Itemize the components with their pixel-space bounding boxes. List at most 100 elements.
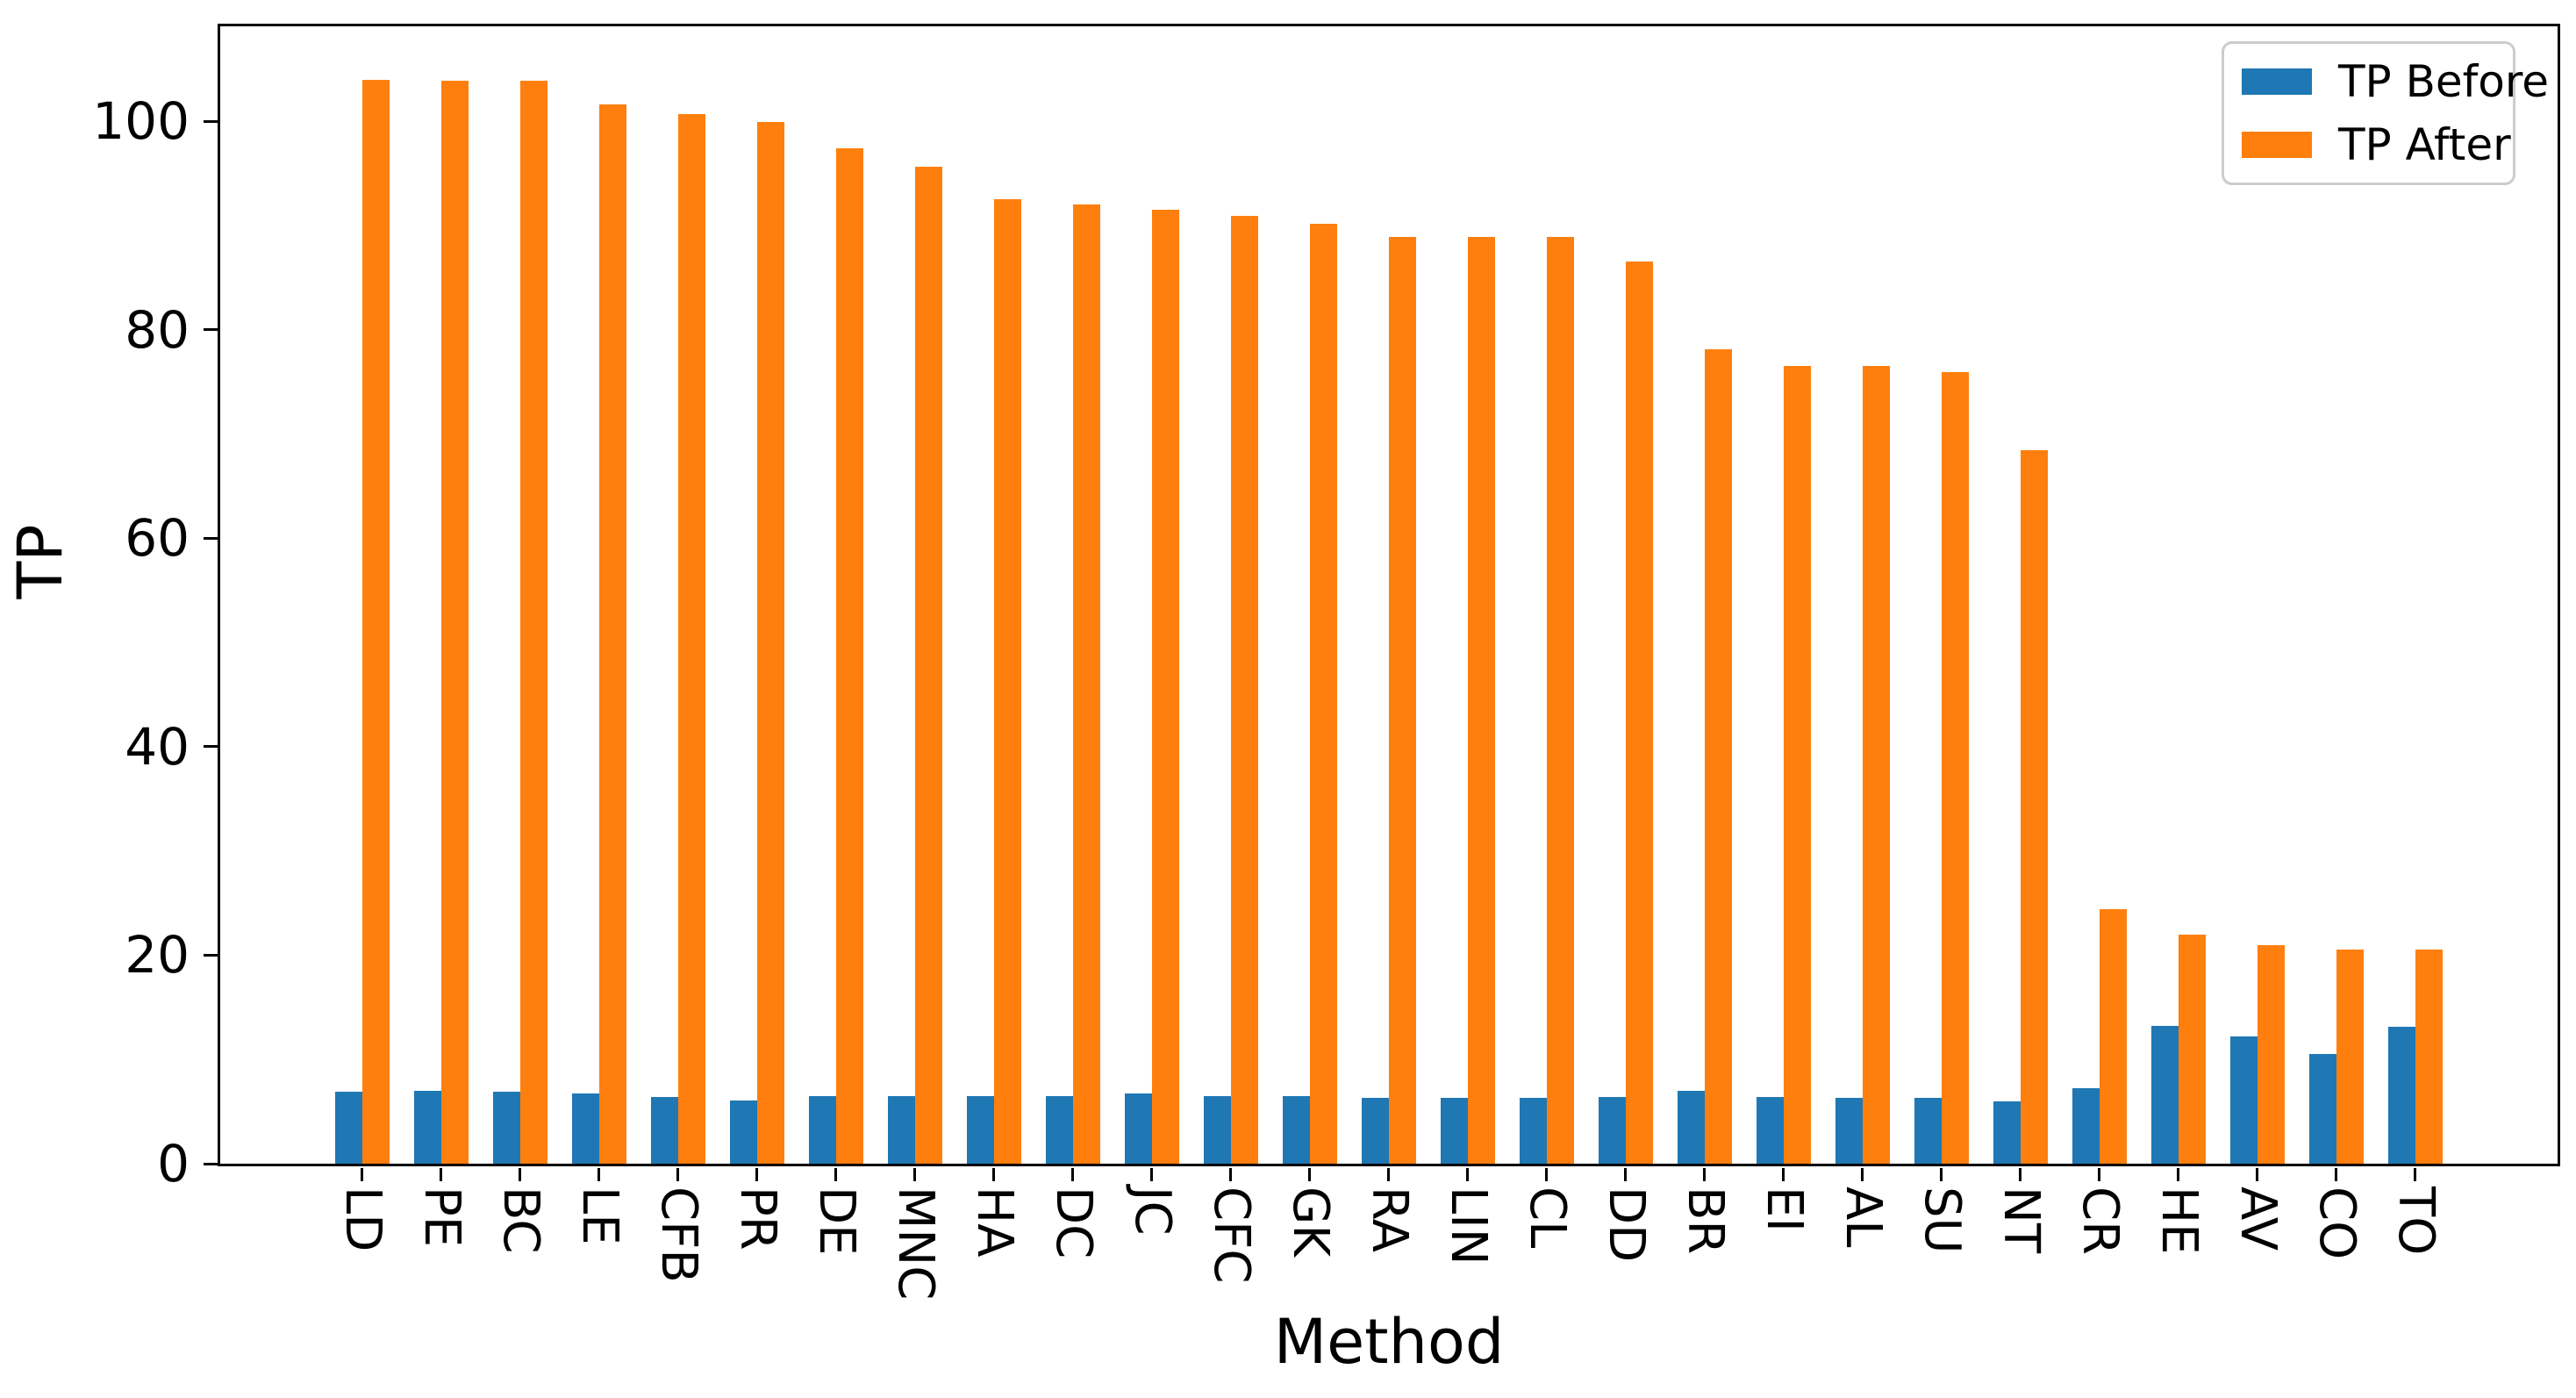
x-tick-mark xyxy=(1150,1168,1153,1181)
x-tick-mark xyxy=(676,1168,679,1181)
x-tick-label-DE: DE xyxy=(808,1187,865,1256)
tp-after-bar-CFB xyxy=(678,113,705,1164)
x-tick-mark xyxy=(913,1168,916,1181)
tp-after-bar-GK xyxy=(1310,223,1337,1164)
tp-after-bar-LIN xyxy=(1468,236,1495,1164)
x-tick-label-CL: CL xyxy=(1519,1187,1576,1249)
tp-after-bar-BR xyxy=(1705,349,1732,1164)
tp-before-bar-RA xyxy=(1362,1098,1389,1164)
legend-swatch-tp-before xyxy=(2242,68,2312,95)
y-tick-mark xyxy=(204,536,218,540)
x-tick-label-HA: HA xyxy=(966,1187,1023,1258)
x-tick-label-GK: GK xyxy=(1282,1187,1339,1258)
x-tick-label-RA: RA xyxy=(1361,1187,1418,1252)
bar-group-DE: DE xyxy=(797,26,876,1256)
bar-group-AL: AL xyxy=(1823,26,1902,1248)
tp-after-bar-DE xyxy=(836,147,863,1164)
bar-group-PR: PR xyxy=(718,26,797,1251)
x-tick-mark xyxy=(1940,1168,1943,1181)
x-tick-mark xyxy=(1308,1168,1311,1181)
tp-after-bar-LD xyxy=(362,79,390,1164)
y-tick-mark xyxy=(204,1162,218,1165)
bar-group-GK: GK xyxy=(1270,26,1349,1257)
tp-before-bar-CL xyxy=(1520,1098,1547,1164)
x-tick-mark xyxy=(755,1168,758,1181)
bar-group-BR: BR xyxy=(1665,26,1744,1254)
tp-before-bar-LIN xyxy=(1441,1098,1468,1164)
x-tick-label-NT: NT xyxy=(1993,1187,2050,1254)
legend: TP Before TP After xyxy=(2222,41,2549,185)
bar-group-HA: HA xyxy=(955,26,1034,1257)
x-tick-mark xyxy=(992,1168,995,1181)
tp-before-bar-HE xyxy=(2151,1026,2179,1164)
bar-group-HE: HE xyxy=(2139,26,2218,1255)
tp-before-bar-PE xyxy=(414,1090,441,1164)
tp-after-bar-HA xyxy=(994,199,1021,1164)
tp-after-bar-HE xyxy=(2179,934,2206,1164)
bar-group-RA: RA xyxy=(1349,26,1428,1252)
x-tick-label-CFC: CFC xyxy=(1203,1187,1260,1284)
y-tick-mark xyxy=(204,119,218,123)
x-tick-mark xyxy=(597,1168,600,1181)
tp-before-bar-MNC xyxy=(888,1095,915,1164)
bar-group-MNC: MNC xyxy=(876,26,955,1300)
x-tick-mark xyxy=(2098,1168,2100,1181)
tp-after-bar-TO xyxy=(2415,950,2443,1164)
x-tick-mark xyxy=(1782,1168,1785,1181)
x-tick-mark xyxy=(834,1168,837,1181)
legend-item-tp-after: TP After xyxy=(2242,123,2511,167)
x-tick-label-LE: LE xyxy=(571,1187,628,1245)
tp-after-bar-MNC xyxy=(915,167,942,1164)
legend-label-tp-before: TP Before xyxy=(2338,56,2550,107)
tp-after-bar-JC xyxy=(1152,210,1179,1164)
bar-group-CFB: CFB xyxy=(639,26,718,1283)
x-tick-label-BR: BR xyxy=(1677,1187,1734,1255)
bar-group-CO: CO xyxy=(2297,26,2376,1259)
bar-group-EI: EI xyxy=(1744,26,1823,1232)
tp-before-bar-BR xyxy=(1678,1090,1705,1164)
bar-group-CL: CL xyxy=(1507,26,1586,1248)
x-tick-label-DC: DC xyxy=(1045,1187,1102,1259)
x-tick-mark xyxy=(440,1168,442,1181)
tp-after-bar-DD xyxy=(1626,262,1653,1164)
bar-group-BC: BC xyxy=(481,26,560,1254)
tp-before-bar-SU xyxy=(1914,1098,1942,1164)
x-tick-mark xyxy=(1624,1168,1627,1181)
x-tick-mark xyxy=(1861,1168,1864,1181)
y-tick-mark xyxy=(204,745,218,749)
x-tick-mark xyxy=(1071,1168,1074,1181)
tp-before-bar-NT xyxy=(1993,1100,2021,1164)
x-tick-label-DD: DD xyxy=(1598,1187,1655,1263)
y-tick-label-40: 40 xyxy=(125,716,190,777)
x-tick-label-PR: PR xyxy=(729,1187,786,1251)
bar-group-DD: DD xyxy=(1586,26,1665,1262)
x-tick-mark xyxy=(361,1168,363,1181)
x-tick-label-AV: AV xyxy=(2229,1187,2286,1251)
tp-after-bar-PE xyxy=(441,80,469,1164)
tp-before-bar-JC xyxy=(1125,1093,1152,1164)
tp-before-bar-DD xyxy=(1599,1096,1626,1164)
bar-group-LE: LE xyxy=(560,26,639,1245)
x-tick-label-JC: JC xyxy=(1124,1187,1181,1236)
bar-group-PE: PE xyxy=(402,26,481,1247)
x-tick-label-PE: PE xyxy=(413,1187,470,1248)
x-tick-label-LIN: LIN xyxy=(1440,1187,1497,1265)
tp-after-bar-CR xyxy=(2100,909,2127,1164)
x-tick-mark xyxy=(2414,1168,2416,1181)
y-tick-label-80: 80 xyxy=(125,299,190,360)
x-tick-mark xyxy=(1466,1168,1469,1181)
legend-label-tp-after: TP After xyxy=(2338,119,2511,170)
x-tick-mark xyxy=(1703,1168,1706,1181)
tp-after-bar-LE xyxy=(599,104,626,1164)
y-tick-label-60: 60 xyxy=(125,508,190,569)
bars-container: LD PE BC LE CFB PR DE MNC HA DC JC CFC GK RA LIN CL DD BR… xyxy=(220,26,2558,1300)
x-tick-mark xyxy=(2177,1168,2179,1181)
bar-group-CFC: CFC xyxy=(1191,26,1270,1283)
tp-after-bar-RA xyxy=(1389,236,1416,1164)
tp-after-bar-SU xyxy=(1942,372,1969,1164)
y-tick-mark xyxy=(204,953,218,957)
tp-before-bar-CFB xyxy=(651,1096,678,1164)
bar-group-LIN: LIN xyxy=(1428,26,1507,1265)
x-tick-label-CO: CO xyxy=(2308,1187,2365,1260)
